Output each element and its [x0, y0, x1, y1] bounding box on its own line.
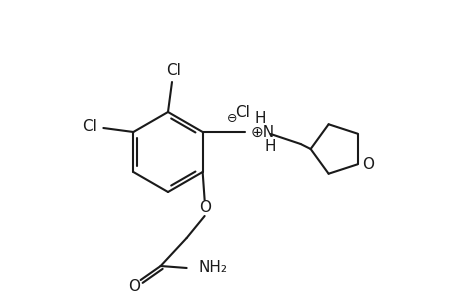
Text: ⊖: ⊖ — [226, 112, 237, 124]
Text: O: O — [361, 157, 373, 172]
Text: NH₂: NH₂ — [198, 260, 227, 275]
Text: H: H — [254, 110, 266, 125]
Text: O: O — [198, 200, 210, 215]
Text: H: H — [264, 139, 276, 154]
Text: O: O — [127, 280, 140, 295]
Text: Cl: Cl — [82, 118, 96, 134]
Text: Cl: Cl — [166, 62, 181, 77]
Text: ⊕N: ⊕N — [250, 124, 274, 140]
Text: Cl: Cl — [235, 104, 250, 119]
